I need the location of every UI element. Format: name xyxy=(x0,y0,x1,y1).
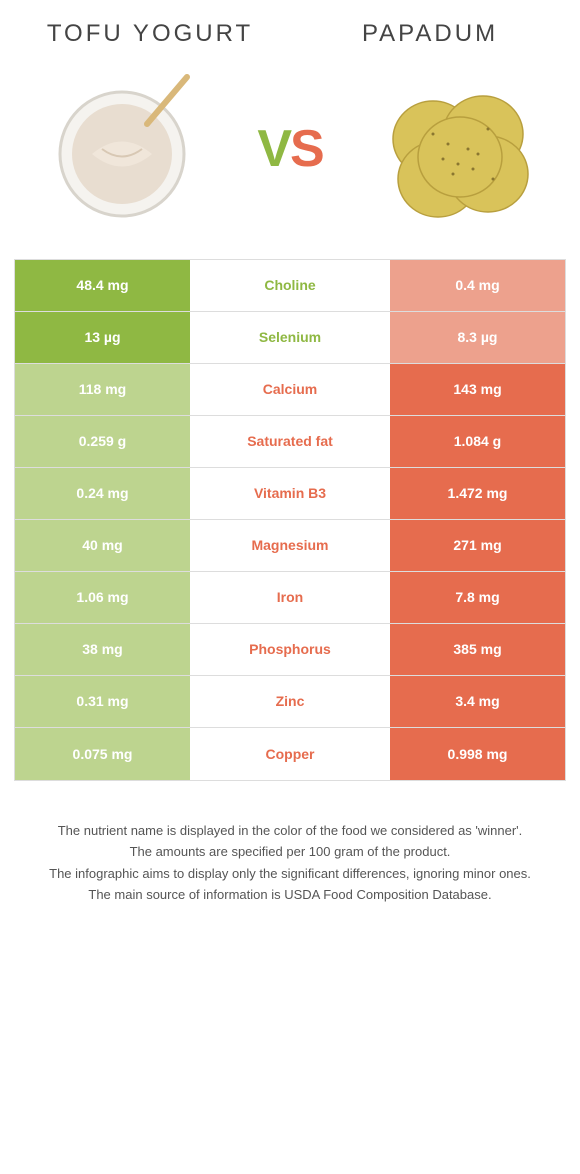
table-row: 38 mgPhosphorus385 mg xyxy=(15,624,565,676)
papadum-image xyxy=(378,69,538,229)
comparison-table: 48.4 mgCholine0.4 mg13 µgSelenium8.3 µg1… xyxy=(14,259,566,781)
left-value: 48.4 mg xyxy=(15,260,190,311)
table-row: 13 µgSelenium8.3 µg xyxy=(15,312,565,364)
nutrient-label: Choline xyxy=(190,260,390,311)
footer-line-4: The main source of information is USDA F… xyxy=(30,885,550,905)
nutrient-label: Calcium xyxy=(190,364,390,415)
footer-notes: The nutrient name is displayed in the co… xyxy=(0,781,580,947)
nutrient-label: Magnesium xyxy=(190,520,390,571)
right-value: 1.472 mg xyxy=(390,468,565,519)
nutrient-label: Copper xyxy=(190,728,390,780)
footer-line-3: The infographic aims to display only the… xyxy=(30,864,550,884)
table-row: 0.075 mgCopper0.998 mg xyxy=(15,728,565,780)
left-food-title: Tofu yogurt xyxy=(10,20,290,49)
vs-v: V xyxy=(257,120,290,178)
left-value: 118 mg xyxy=(15,364,190,415)
right-value: 0.998 mg xyxy=(390,728,565,780)
table-row: 48.4 mgCholine0.4 mg xyxy=(15,260,565,312)
right-value: 271 mg xyxy=(390,520,565,571)
nutrient-label: Vitamin B3 xyxy=(190,468,390,519)
right-value: 1.084 g xyxy=(390,416,565,467)
footer-line-2: The amounts are specified per 100 gram o… xyxy=(30,842,550,862)
left-value: 0.31 mg xyxy=(15,676,190,727)
left-value: 0.259 g xyxy=(15,416,190,467)
table-row: 0.24 mgVitamin B31.472 mg xyxy=(15,468,565,520)
right-value: 7.8 mg xyxy=(390,572,565,623)
left-value: 40 mg xyxy=(15,520,190,571)
nutrient-label: Saturated fat xyxy=(190,416,390,467)
table-row: 1.06 mgIron7.8 mg xyxy=(15,572,565,624)
tofu-yogurt-image xyxy=(42,69,202,229)
vs-s: S xyxy=(290,120,323,178)
footer-line-1: The nutrient name is displayed in the co… xyxy=(30,821,550,841)
right-food-title: Papadum xyxy=(290,20,570,49)
right-value: 143 mg xyxy=(390,364,565,415)
vs-label: VS xyxy=(257,119,322,179)
header: Tofu yogurt Papadum xyxy=(0,0,580,59)
images-row: VS xyxy=(0,59,580,259)
left-value: 13 µg xyxy=(15,312,190,363)
right-value: 385 mg xyxy=(390,624,565,675)
left-value: 0.24 mg xyxy=(15,468,190,519)
nutrient-label: Zinc xyxy=(190,676,390,727)
nutrient-label: Iron xyxy=(190,572,390,623)
left-value: 0.075 mg xyxy=(15,728,190,780)
table-row: 0.259 gSaturated fat1.084 g xyxy=(15,416,565,468)
nutrient-label: Phosphorus xyxy=(190,624,390,675)
right-value: 3.4 mg xyxy=(390,676,565,727)
table-row: 40 mgMagnesium271 mg xyxy=(15,520,565,572)
table-row: 118 mgCalcium143 mg xyxy=(15,364,565,416)
right-value: 8.3 µg xyxy=(390,312,565,363)
left-value: 38 mg xyxy=(15,624,190,675)
right-value: 0.4 mg xyxy=(390,260,565,311)
left-value: 1.06 mg xyxy=(15,572,190,623)
table-row: 0.31 mgZinc3.4 mg xyxy=(15,676,565,728)
nutrient-label: Selenium xyxy=(190,312,390,363)
